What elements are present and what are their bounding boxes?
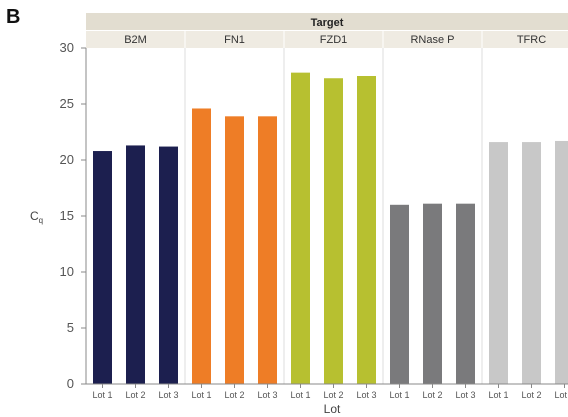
- y-axis-title-main: C: [30, 209, 39, 223]
- group-header-b2m: B2M: [124, 34, 147, 46]
- bar: [159, 146, 178, 384]
- x-tick-label: Lot 1: [389, 390, 409, 400]
- x-tick-label: Lot 3: [257, 390, 277, 400]
- bar: [291, 72, 310, 384]
- y-axis-title-subscript: q: [39, 216, 43, 225]
- group-header-fn1: FN1: [224, 34, 245, 46]
- x-tick-label: Lot 2: [224, 390, 244, 400]
- x-tick-label: Lot 2: [125, 390, 145, 400]
- facet-title: Target: [311, 17, 344, 29]
- bar: [126, 145, 145, 384]
- x-tick-label: Lot 1: [488, 390, 508, 400]
- x-tick-label: Lot 2: [521, 390, 541, 400]
- bar: [258, 116, 277, 384]
- y-tick-label: 30: [60, 40, 74, 55]
- y-tick-label: 20: [60, 152, 74, 167]
- group-header-tfrc: TFRC: [517, 34, 546, 46]
- y-tick-label: 15: [60, 208, 74, 223]
- x-tick-label: Lot 3: [356, 390, 376, 400]
- bar: [357, 76, 376, 384]
- y-tick-label: 25: [60, 96, 74, 111]
- x-tick-label: Lot 3: [158, 390, 178, 400]
- bar: [555, 140, 568, 384]
- x-axis-title: Lot: [324, 402, 341, 416]
- bar: [456, 203, 475, 384]
- x-tick-label: Lot 1: [290, 390, 310, 400]
- y-tick-label: 5: [67, 320, 74, 335]
- group-header-fzd1: FZD1: [320, 34, 348, 46]
- bar: [390, 204, 409, 384]
- group-header-bar: [86, 31, 568, 48]
- bar: [522, 142, 541, 384]
- x-tick-label: Lot 3: [554, 390, 568, 400]
- bar: [489, 142, 508, 384]
- y-tick-label: 0: [67, 376, 74, 391]
- x-tick-label: Lot 1: [92, 390, 112, 400]
- bar: [192, 108, 211, 384]
- bar: [324, 78, 343, 385]
- x-tick-label: Lot 2: [323, 390, 343, 400]
- group-header-rnase-p: RNase P: [410, 34, 454, 46]
- x-tick-label: Lot 3: [455, 390, 475, 400]
- y-axis-title: Cq: [30, 209, 43, 225]
- facet-header-bar: [86, 13, 568, 30]
- bar: [225, 116, 244, 384]
- bar: [93, 151, 112, 384]
- y-tick-label: 10: [60, 264, 74, 279]
- bar: [423, 203, 442, 384]
- x-tick-label: Lot 1: [191, 390, 211, 400]
- panel-label: B: [6, 6, 21, 28]
- x-tick-label: Lot 2: [422, 390, 442, 400]
